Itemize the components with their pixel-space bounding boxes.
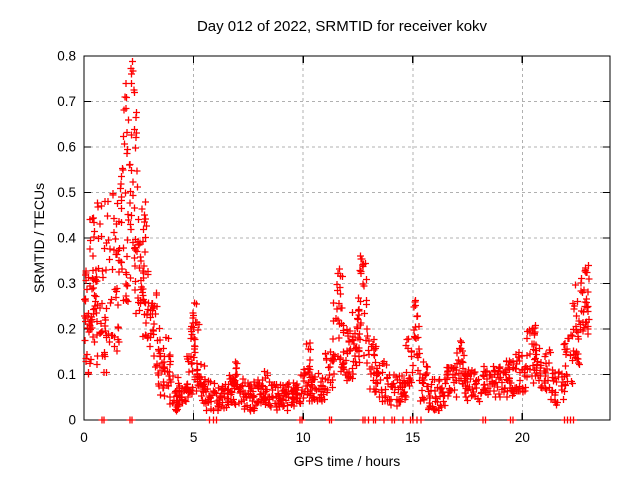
y-tick-label: 0.1: [57, 367, 76, 382]
x-tick-label: 0: [80, 430, 88, 445]
x-tick-label: 15: [405, 430, 420, 445]
y-tick-label: 0.4: [57, 231, 76, 246]
x-tick-label: 10: [296, 430, 311, 445]
chart-title: Day 012 of 2022, SRMTID for receiver kok…: [197, 18, 488, 35]
y-tick-label: 0.3: [57, 276, 76, 291]
y-tick-label: 0: [68, 413, 76, 428]
y-tick-label: 0.5: [57, 185, 76, 200]
scatter-plus-markers: [81, 58, 593, 424]
x-tick-label: 5: [190, 430, 198, 445]
gridlines: [84, 56, 610, 420]
y-tick-label: 0.6: [57, 140, 76, 155]
x-axis-label: GPS time / hours: [294, 453, 401, 469]
y-tick-label: 0.7: [57, 94, 76, 109]
y-tick-label: 0.8: [57, 49, 76, 64]
y-axis-label: SRMTID / TECUs: [31, 183, 47, 293]
x-tick-label: 20: [515, 430, 530, 445]
data-points: [81, 58, 593, 424]
y-tick-label: 0.2: [57, 322, 76, 337]
gridline-path: [84, 56, 610, 420]
tick-labels: 0 5 10 15 20 0 0.1 0.2 0.3 0.4 0.5 0.6 0.7 0.8: [57, 49, 530, 446]
